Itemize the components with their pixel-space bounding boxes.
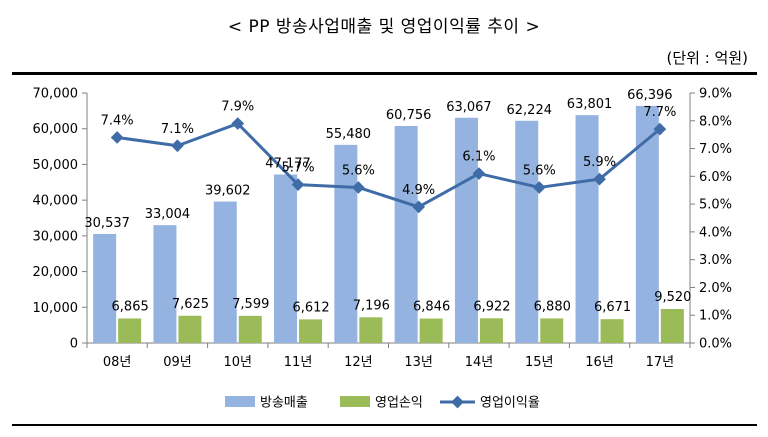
y-left-tick-label: 20,000 — [33, 265, 79, 280]
y-left-tick-label: 40,000 — [33, 194, 79, 209]
margin-marker — [171, 139, 184, 153]
profit-data-label: 7,625 — [172, 297, 209, 312]
profit-data-label: 7,196 — [353, 298, 390, 313]
x-tick-label: 12년 — [344, 355, 373, 370]
y-left-tick-label: 30,000 — [33, 229, 79, 244]
revenue-data-label: 63,801 — [567, 97, 613, 112]
profit-bar — [118, 318, 142, 343]
revenue-data-label: 62,224 — [507, 103, 553, 118]
y-right-tick-label: 0.0% — [699, 337, 732, 352]
profit-data-label: 7,599 — [232, 297, 269, 312]
y-left-tick-label: 50,000 — [33, 158, 79, 173]
profit-data-label: 6,846 — [413, 300, 450, 315]
revenue-data-label: 55,480 — [326, 127, 372, 142]
legend-margin-swatch-marker — [451, 395, 464, 409]
y-left-tick-label: 70,000 — [33, 87, 79, 102]
y-left-tick-label: 0 — [70, 337, 78, 352]
revenue-data-label: 33,004 — [145, 207, 191, 222]
profit-data-label: 6,612 — [292, 300, 329, 315]
unit-label: (단위 : 억원) — [666, 49, 749, 67]
revenue-data-label: 63,067 — [446, 100, 492, 115]
legend-revenue-label: 방송매출 — [260, 396, 308, 411]
chart-title: < PP 방송사업매출 및 영업이익률 추이 > — [227, 17, 541, 37]
profit-data-label: 6,671 — [594, 300, 631, 315]
revenue-data-label: 30,537 — [84, 216, 130, 231]
profit-data-label: 6,922 — [473, 299, 510, 314]
revenue-bar — [153, 225, 177, 343]
profit-data-label: 6,880 — [534, 299, 571, 314]
revenue-bar — [454, 117, 478, 343]
y-right-tick-label: 1.0% — [699, 309, 732, 324]
y-left-tick-label: 10,000 — [33, 301, 79, 316]
margin-data-label: 7.7% — [643, 105, 676, 120]
x-tick-label: 08년 — [103, 355, 132, 370]
margin-data-label: 5.7% — [282, 161, 315, 176]
revenue-bar — [635, 105, 659, 343]
margin-marker — [472, 167, 486, 180]
profit-bar — [178, 315, 202, 343]
revenue-data-label: 39,602 — [205, 184, 251, 199]
margin-data-label: 7.4% — [101, 113, 134, 128]
legend-revenue-swatch — [225, 396, 255, 407]
revenue-bar — [575, 115, 599, 343]
revenue-bar — [274, 174, 298, 343]
margin-data-label: 7.1% — [161, 122, 194, 137]
revenue-bar — [394, 126, 418, 343]
margin-line — [116, 122, 661, 209]
y-right-tick-label: 2.0% — [699, 281, 732, 296]
margin-data-label: 5.9% — [583, 155, 616, 170]
y-right-tick-label: 5.0% — [699, 198, 732, 213]
profit-bar — [419, 318, 443, 343]
profit-data-label: 9,520 — [654, 290, 691, 305]
revenue-bar — [93, 233, 117, 343]
y-right-tick-label: 7.0% — [699, 142, 732, 157]
profit-bar — [359, 317, 383, 343]
profit-bar — [600, 319, 624, 343]
margin-marker — [110, 131, 124, 144]
margin-data-label: 5.6% — [523, 163, 556, 178]
x-tick-label: 14년 — [465, 355, 494, 370]
margin-marker — [231, 117, 245, 130]
margin-data-label: 5.6% — [342, 163, 375, 178]
revenue-bar — [515, 120, 539, 344]
margin-marker — [351, 181, 365, 194]
y-right-tick-label: 9.0% — [699, 87, 732, 102]
profit-bar — [540, 318, 564, 343]
margin-data-label: 6.1% — [462, 150, 495, 165]
y-right-tick-label: 3.0% — [699, 253, 732, 268]
profit-data-label: 6,865 — [112, 299, 149, 314]
y-right-tick-label: 4.0% — [699, 225, 732, 240]
revenue-bar — [213, 201, 237, 343]
x-tick-label: 15년 — [525, 355, 554, 370]
revenue-bar — [334, 144, 358, 343]
x-tick-label: 16년 — [585, 355, 614, 370]
y-right-tick-label: 6.0% — [699, 170, 732, 185]
bottom-rule — [12, 424, 757, 426]
profit-bar — [479, 318, 503, 343]
margin-data-label: 4.9% — [402, 183, 435, 198]
legend-margin-label: 영업이익율 — [480, 396, 540, 411]
revenue-data-label: 66,396 — [627, 88, 673, 103]
margin-data-label: 7.9% — [221, 100, 254, 115]
margin-marker — [291, 178, 305, 192]
x-tick-label: 09년 — [163, 355, 192, 370]
revenue-data-label: 47,177 — [265, 157, 311, 172]
legend-profit-label: 영업손익 — [375, 396, 423, 411]
profit-bar — [299, 319, 323, 343]
top-rule — [12, 72, 757, 75]
profit-bar — [660, 309, 684, 343]
x-tick-label: 13년 — [404, 355, 433, 370]
x-tick-label: 10년 — [223, 355, 252, 370]
y-left-tick-label: 60,000 — [33, 122, 79, 137]
revenue-data-label: 60,756 — [386, 108, 432, 123]
profit-bar — [238, 315, 262, 343]
y-right-tick-label: 8.0% — [699, 114, 732, 129]
x-tick-label: 17년 — [646, 355, 675, 370]
x-tick-label: 11년 — [284, 355, 313, 370]
legend-profit-swatch — [340, 396, 370, 407]
margin-marker — [412, 200, 426, 214]
